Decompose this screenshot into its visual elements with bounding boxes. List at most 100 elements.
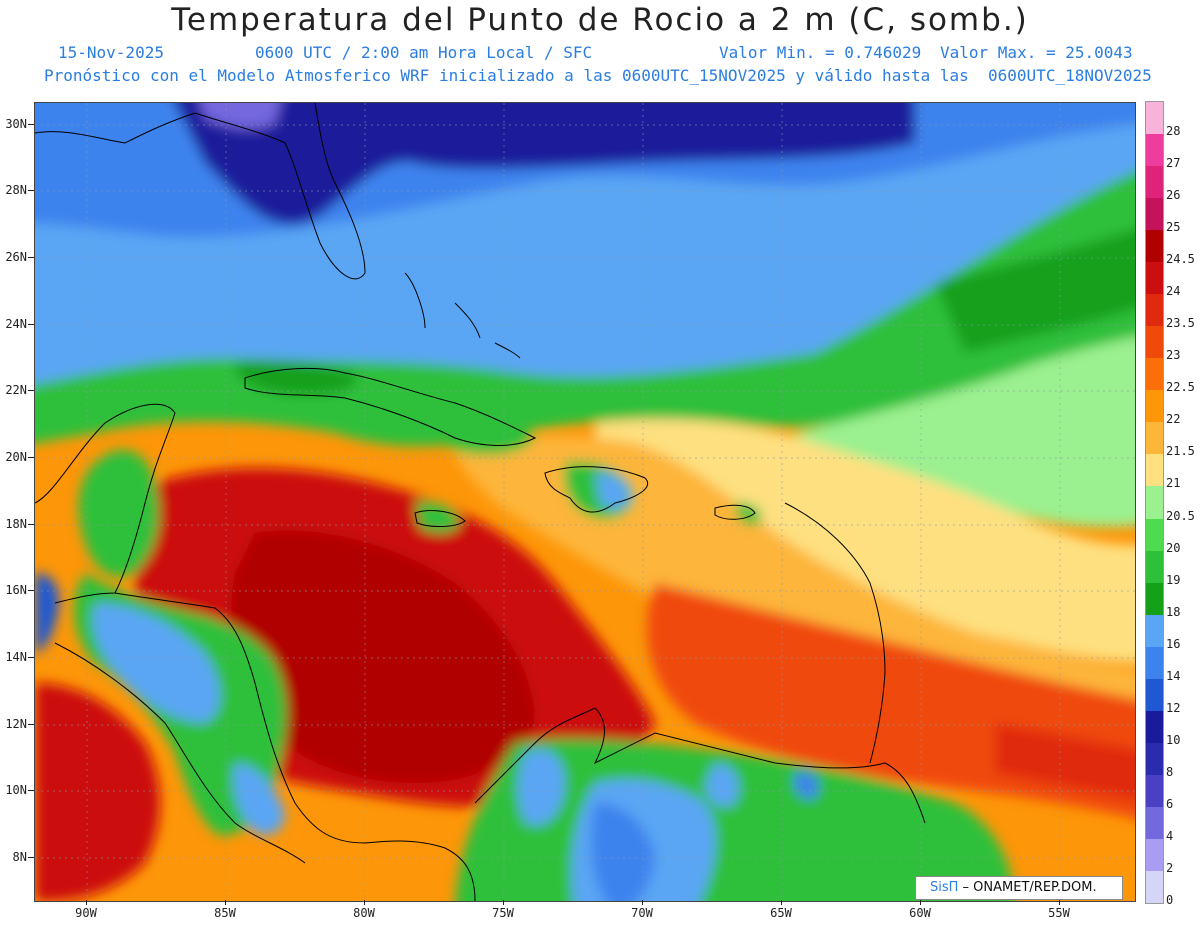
legend-swatch [1146,166,1163,199]
legend-level-label: 21.5 [1166,444,1195,459]
lat-tick [28,190,34,191]
legend-level-label: 0 [1166,893,1174,907]
lat-label: 10N [5,783,27,797]
dewpoint-map [34,102,1136,902]
legend-swatch [1146,422,1163,455]
lat-label: 14N [5,650,27,664]
lon-label: 80W [353,906,375,920]
lat-label: 18N [5,517,27,531]
lat-tick [28,724,34,725]
lat-label: 24N [5,317,27,331]
lat-tick [28,324,34,325]
legend-swatch [1146,678,1163,712]
lon-tick [86,900,87,905]
legend-swatch [1146,294,1163,327]
credit-text: – ONAMET/REP.DOM. [958,880,1097,895]
lat-label: 16N [5,583,27,597]
legend-level-label: 18 [1166,604,1181,619]
legend-level-label: 23.5 [1166,316,1195,331]
lat-label: 20N [5,450,27,464]
legend-level-label: 2 [1166,860,1174,875]
lat-label: 28N [5,183,27,197]
legend-level-label: 27 [1166,156,1181,171]
lat-label: 12N [5,717,27,731]
lat-tick [28,524,34,525]
legend-level-label: 23 [1166,348,1181,363]
lon-label: 60W [909,906,931,920]
legend-swatch [1146,518,1163,552]
legend-level-label: 12 [1166,700,1181,715]
lat-tick [28,790,34,791]
legend-swatch [1146,102,1163,135]
lat-tick [28,124,34,125]
legend-level-label: 25 [1166,220,1181,235]
date-label: 15-Nov-2025 [58,43,164,62]
legend-level-label: 16 [1166,636,1181,651]
lon-tick [781,900,782,905]
legend-level-label: 14 [1166,668,1181,683]
lon-tick [1059,900,1060,905]
legend-swatch [1146,390,1163,423]
legend-level-label: 26 [1166,188,1181,203]
color-legend [1145,101,1164,904]
legend-swatch [1146,486,1163,519]
legend-level-label: 24.5 [1166,252,1195,267]
lat-tick [28,590,34,591]
lon-label: 85W [214,906,236,920]
sispi-logo: SisΠ [930,880,959,895]
legend-swatch [1146,838,1163,872]
lon-tick [642,900,643,905]
legend-level-label: 4 [1166,828,1174,843]
legend-swatch [1146,454,1163,487]
legend-swatch [1146,710,1163,744]
legend-swatch [1146,582,1163,616]
legend-level-label: 20 [1166,540,1181,555]
lat-label: 26N [5,250,27,264]
lon-label: 90W [75,906,97,920]
legend-level-label: 6 [1166,796,1174,811]
legend-swatch [1146,742,1163,776]
lat-label: 30N [5,117,27,131]
lon-label: 75W [492,906,514,920]
lat-tick [28,257,34,258]
legend-level-label: 24 [1166,284,1181,299]
min-value-label: Valor Min. = 0.746029 [719,43,922,62]
legend-swatch [1146,262,1163,295]
legend-level-label: 28 [1166,124,1181,139]
lon-tick [225,900,226,905]
legend-swatch [1146,326,1163,359]
time-info-label: 0600 UTC / 2:00 am Hora Local / SFC [255,43,593,62]
lat-label: 22N [5,383,27,397]
lat-tick [28,390,34,391]
lon-label: 70W [631,906,653,920]
legend-swatch [1146,646,1163,680]
map-title: Temperatura del Punto de Rocio a 2 m (C,… [171,2,1029,38]
legend-swatch [1146,358,1163,391]
legend-level-label: 20.5 [1166,508,1195,523]
dewpoint-field [35,103,1135,901]
forecast-info-label: Pronóstico con el Modelo Atmosferico WRF… [44,66,1152,85]
legend-level-label: 22 [1166,412,1181,427]
legend-swatch [1146,230,1163,263]
lon-label: 65W [770,906,792,920]
legend-swatch [1146,614,1163,648]
max-value-label: Valor Max. = 25.0043 [940,43,1133,62]
legend-swatch [1146,550,1163,584]
credit-box: SisΠ – ONAMET/REP.DOM. [915,876,1123,900]
lon-label: 55W [1048,906,1070,920]
lat-tick [28,857,34,858]
lat-tick [28,457,34,458]
legend-level-label: 21 [1166,476,1181,491]
legend-level-label: 10 [1166,732,1181,747]
lon-tick [920,900,921,905]
legend-level-label: 8 [1166,764,1174,779]
lat-tick [28,657,34,658]
lat-label: 8N [12,850,27,864]
legend-swatch [1146,870,1163,904]
legend-swatch [1146,774,1163,808]
legend-level-label: 19 [1166,572,1181,587]
legend-swatch [1146,198,1163,231]
legend-level-label: 22.5 [1166,380,1195,395]
lon-tick [364,900,365,905]
legend-swatch [1146,806,1163,840]
